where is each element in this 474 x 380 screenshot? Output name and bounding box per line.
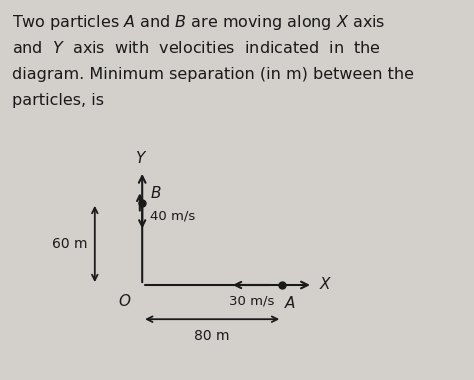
Text: 80 m: 80 m (194, 329, 230, 343)
Text: 60 m: 60 m (52, 237, 88, 251)
Text: Two particles $\mathit{A}$ and $\mathit{B}$ are moving along $\mathit{X}$ axis: Two particles $\mathit{A}$ and $\mathit{… (12, 13, 385, 32)
Text: diagram. Minimum separation (in m) between the: diagram. Minimum separation (in m) betwe… (12, 66, 414, 81)
Text: $\mathit{B}$: $\mathit{B}$ (150, 185, 161, 201)
Text: particles, is: particles, is (12, 93, 104, 108)
Text: and  $\mathit{Y}$  axis  with  velocities  indicated  in  the: and $\mathit{Y}$ axis with velocities in… (12, 40, 381, 56)
Text: 40 m/s: 40 m/s (150, 209, 195, 222)
Text: $\mathit{A}$: $\mathit{A}$ (284, 294, 297, 310)
Text: 30 m/s: 30 m/s (228, 294, 274, 307)
Text: $\mathit{X}$: $\mathit{X}$ (319, 276, 332, 292)
Text: $\mathit{Y}$: $\mathit{Y}$ (135, 150, 147, 166)
Text: $O$: $O$ (118, 293, 132, 309)
